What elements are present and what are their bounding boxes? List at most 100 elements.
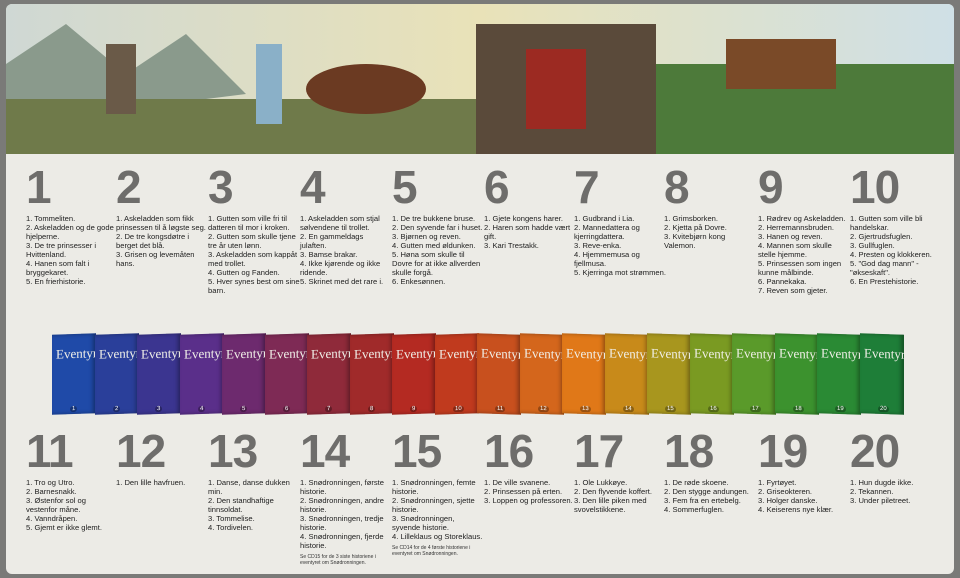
spine-label: Eventyr bbox=[608, 345, 650, 362]
spine-label: Eventyr bbox=[778, 345, 820, 362]
volume-number: 4 bbox=[300, 161, 326, 213]
cd-spine: Eventyr 5 bbox=[222, 333, 267, 415]
story-list: 1. Gutten som ville fri til datteren til… bbox=[208, 214, 300, 295]
story-title: 3. Bamse brakar. bbox=[300, 250, 358, 259]
story-title: 3. De tre prinsesser i Hvittenland. bbox=[26, 241, 97, 259]
story-title: 4. Hanen som falt i bryggekaret. bbox=[26, 259, 90, 277]
spine-label: Eventyr bbox=[566, 345, 608, 362]
volume-number: 15 bbox=[392, 425, 442, 477]
volume-number: 8 bbox=[664, 161, 690, 213]
spine-number: 5 bbox=[240, 405, 248, 413]
volume: 18 1. De røde skoene. 2. Den stygge andung… bbox=[664, 428, 756, 514]
volume: 7 1. Gudbrand i Lia. 2. Mannedattera og kj… bbox=[574, 164, 666, 277]
spine-label: Eventyr bbox=[523, 345, 565, 362]
story-title: 1. Askeladden som stjal sølvendene til t… bbox=[300, 214, 380, 232]
volume: 17 1. Ole Lukkøye. 2. Den flyvende koffert… bbox=[574, 428, 666, 514]
story-title: 4. Hjemmemusa og fjellmusa. bbox=[574, 250, 640, 268]
story-title: 2. Griseokteren. bbox=[758, 487, 813, 496]
volume-number: 6 bbox=[484, 161, 510, 213]
spine-label: Eventyr bbox=[821, 345, 863, 362]
spine-label: Eventyr bbox=[183, 345, 225, 362]
story-list: 1. Gudbrand i Lia. 2. Mannedattera og kje… bbox=[574, 214, 666, 277]
story-title: 3. Gullfuglen. bbox=[850, 241, 895, 250]
cd-spine: Eventyr 15 bbox=[647, 333, 692, 415]
volume-number: 10 bbox=[850, 161, 900, 213]
cd-spine: Eventyr 12 bbox=[519, 333, 565, 415]
story-title: 2. Den stygge andungen. bbox=[664, 487, 749, 496]
story-title: 3. Kari Trestakk. bbox=[484, 241, 539, 250]
cd-spine: Eventyr 10 bbox=[434, 333, 480, 415]
story-title: 1. Rødrev og Askeladden. bbox=[758, 214, 846, 223]
spine-label: Eventyr bbox=[353, 345, 395, 362]
story-list: 1. Danse, danse dukken min. 2. Den standh… bbox=[208, 478, 300, 532]
story-title: 5. Gjemt er ikke glemt. bbox=[26, 523, 102, 532]
story-title: 1. Den lille havfruen. bbox=[116, 478, 186, 487]
story-title: 4. Lilleklaus og Storeklaus. bbox=[392, 532, 483, 541]
spine-label: Eventyr bbox=[438, 345, 480, 362]
volume: 5 1. De tre bukkene bruse. 2. Den syvende … bbox=[392, 164, 484, 286]
spine-number: 10 bbox=[452, 405, 464, 413]
story-title: 4. Presten og klokkeren. bbox=[850, 250, 932, 259]
story-list: 1. Rødrev og Askeladden. 2. Herremannsbru… bbox=[758, 214, 850, 295]
volume-number: 2 bbox=[116, 161, 142, 213]
volume-number: 17 bbox=[574, 425, 624, 477]
volume-number: 14 bbox=[300, 425, 350, 477]
story-title: 3. Reve-enka. bbox=[574, 241, 622, 250]
story-list: 1. Ole Lukkøye. 2. Den flyvende koffert. 3… bbox=[574, 478, 666, 514]
story-list: 1. De røde skoene. 2. Den stygge andungen… bbox=[664, 478, 756, 514]
story-title: 6. Pannekaka. bbox=[758, 277, 807, 286]
story-title: 5. Skrinet med det rare i. bbox=[300, 277, 384, 286]
cd-spine: Eventyr 2 bbox=[94, 333, 140, 415]
story-title: 2. Askeladden og de gode hjelperne. bbox=[26, 223, 114, 241]
story-title: 1. Hun dugde ikke. bbox=[850, 478, 914, 487]
spine-label: Eventyr bbox=[693, 345, 735, 362]
story-title: 5. Høna som skulle til Dovre for at ikke… bbox=[392, 250, 481, 277]
cd-spine: Eventyr 13 bbox=[562, 333, 608, 415]
story-title: 3. Snødronningen, syvende historie. bbox=[392, 514, 455, 532]
story-title: 2. Mannedattera og kjerringdattera. bbox=[574, 223, 640, 241]
cd-spine: Eventyr 14 bbox=[604, 333, 650, 415]
story-title: 4. Gutten med øldunken. bbox=[392, 241, 476, 250]
story-list: 1. Hun dugde ikke. 2. Tekannen. 3. Under p… bbox=[850, 478, 942, 505]
story-title: 2. Haren som hadde vært gift. bbox=[484, 223, 571, 241]
spine-label: Eventyr bbox=[141, 345, 183, 362]
story-title: 4. Snødronningen, fjerde historie. bbox=[300, 532, 384, 550]
volume: 9 1. Rødrev og Askeladden. 2. Herremannsbr… bbox=[758, 164, 850, 295]
story-title: 3. Østenfor sol og vestenfor måne. bbox=[26, 496, 86, 514]
story-title: 3. Snødronningen, tredje historie. bbox=[300, 514, 384, 532]
spine-number: 16 bbox=[707, 405, 719, 413]
volume-number: 3 bbox=[208, 161, 234, 213]
story-title: 4. Ikke kjørende og ikke ridende. bbox=[300, 259, 381, 277]
story-list: 1. De ville svanene. 2. Prinsessen på ert… bbox=[484, 478, 576, 505]
spine-label: Eventyr bbox=[481, 345, 523, 362]
spine-label: Eventyr bbox=[396, 345, 438, 362]
volume-number: 7 bbox=[574, 161, 600, 213]
story-title: 3. Bjørnen og reven. bbox=[392, 232, 461, 241]
spine-number: 9 bbox=[410, 405, 418, 413]
story-title: 2. Snødronningen, andre historie. bbox=[300, 496, 385, 514]
story-list: 1. Gjete kongens harer. 2. Haren som hadd… bbox=[484, 214, 576, 250]
cd-spine: Eventyr 20 bbox=[859, 333, 905, 415]
story-title: 4. Sommerfuglen. bbox=[664, 505, 724, 514]
spine-number: 7 bbox=[325, 405, 333, 413]
cd-spine: Eventyr 16 bbox=[689, 333, 735, 415]
story-title: 4. Vanndråpen. bbox=[26, 514, 78, 523]
volume-number: 13 bbox=[208, 425, 258, 477]
story-title: 2. Tekannen. bbox=[850, 487, 894, 496]
illustration bbox=[6, 4, 954, 154]
volume: 15 1. Snødronningen, femte historie. 2. Sn… bbox=[392, 428, 484, 557]
story-title: 1. Gutten som ville fri til datteren til… bbox=[208, 214, 290, 232]
story-list: 1. Tro og Utro. 2. Barnesnakk. 3. Østenfor… bbox=[26, 478, 118, 532]
volume: 4 1. Askeladden som stjal sølvendene til … bbox=[300, 164, 392, 286]
cd-spine: Eventyr 18 bbox=[774, 333, 820, 415]
story-title: 6. Enkesønnen. bbox=[392, 277, 446, 286]
story-title: 2. Den syvende far i huset. bbox=[392, 223, 483, 232]
story-list: 1. Gutten som ville bli handelskar. 2. Gj… bbox=[850, 214, 942, 286]
spine-number: 19 bbox=[835, 405, 846, 413]
story-title: 2. Herremannsbruden. bbox=[758, 223, 834, 232]
story-title: 2. Den standhaftige tinnsoldat. bbox=[208, 496, 274, 514]
spine-number: 14 bbox=[622, 405, 634, 413]
story-title: 2. Prinsessen på erten. bbox=[484, 487, 563, 496]
story-title: 5. Hver synes best om sine barn. bbox=[208, 277, 300, 295]
story-title: 1. Snødronningen, femte historie. bbox=[392, 478, 476, 496]
